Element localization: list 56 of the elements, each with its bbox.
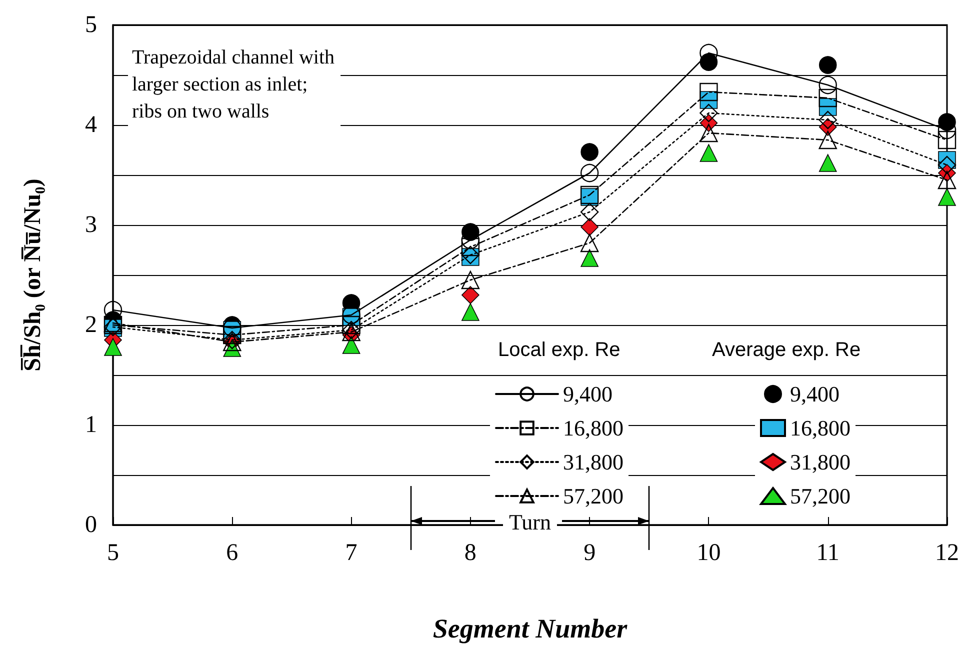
y-axis-title: S̅h̅/Sh₀ (or N̅u̅/Nu₀) [20,178,46,372]
x-tick-label: 10 [696,540,721,566]
point [700,104,718,122]
x-tick-label: 7 [345,540,358,566]
point [938,170,956,190]
point [342,336,360,354]
point [223,326,242,344]
legend-label: 9,400 [790,382,840,406]
point [580,249,598,267]
annotation: Trapezoidal channel with larger section as inlet; ribs on two walls [132,46,335,122]
legend-label: 9,400 [563,382,612,406]
x-tick-label: 12 [935,540,959,566]
legend-label: 16,800 [790,416,850,440]
point [938,156,956,174]
x-tick-label: 8 [464,540,476,566]
y-tick-label: 4 [85,112,97,138]
point [462,303,480,321]
point [818,76,837,94]
y-tick-label: 5 [85,12,97,38]
x-tick-label: 5 [107,540,119,566]
point [938,130,956,150]
legend-label: 31,800 [563,450,624,474]
annotation: Turn [509,510,551,534]
y-tick-label: 1 [85,412,97,438]
point [580,218,598,236]
x-axis-title: Segment Number [432,614,628,644]
legend-label: 57,200 [563,484,624,508]
y-tick-label: 2 [85,312,97,338]
point [104,338,122,356]
y-tick-label: 0 [85,512,97,538]
point [342,316,360,334]
point [580,202,599,222]
x-tick-label: 11 [816,540,840,566]
point [700,144,718,162]
point [461,238,480,256]
point [580,143,598,161]
point [818,88,837,108]
point [818,130,837,150]
point [580,164,599,182]
annotation: Average exp. Re [712,339,861,361]
point [700,124,718,142]
point [818,154,837,172]
legend-label: 16,800 [563,416,624,440]
point [818,110,837,130]
x-tick-label: 6 [226,540,238,566]
point [461,270,480,290]
point [462,286,480,304]
point [700,82,718,102]
point [580,234,599,252]
point [818,56,837,74]
legend-label: 31,800 [790,450,850,474]
y-tick-label: 3 [85,212,97,238]
point [938,188,956,206]
legend-label: 57,200 [790,484,850,508]
legend-title: Local exp. Re [498,339,620,361]
x-tick-label: 9 [584,540,596,566]
